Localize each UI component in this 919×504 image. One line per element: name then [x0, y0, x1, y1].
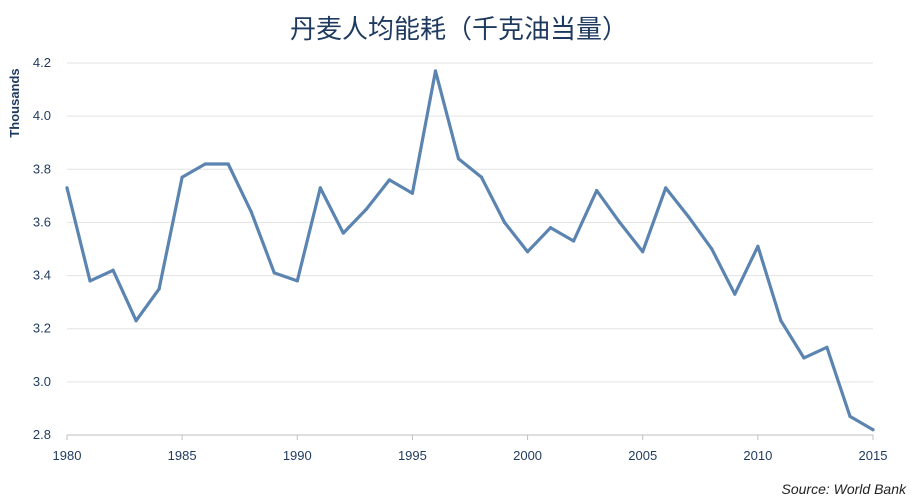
x-tick-label: 1985: [168, 448, 197, 463]
y-tick-label: 3.0: [33, 374, 51, 389]
y-tick-label: 3.2: [33, 321, 51, 336]
data-point: [65, 186, 69, 190]
y-tick-label: 2.8: [33, 427, 51, 442]
data-point: [410, 191, 415, 195]
data-point: [525, 250, 530, 254]
data-point: [871, 428, 875, 432]
data-point: [88, 279, 92, 283]
data-point: [341, 231, 345, 235]
data-point: [479, 175, 484, 179]
data-point: [572, 239, 576, 243]
data-point: [641, 250, 645, 254]
chart-title: 丹麦人均能耗（千克油当量）: [290, 15, 628, 45]
data-point: [318, 186, 322, 190]
data-point: [825, 345, 829, 349]
data-point: [226, 162, 230, 166]
data-point: [249, 210, 253, 214]
x-tick-label: 1990: [283, 448, 312, 463]
data-point: [802, 356, 806, 360]
x-tick-label: 1995: [398, 448, 427, 463]
y-tick-label: 3.4: [33, 268, 51, 283]
x-tick-label: 2010: [743, 448, 772, 463]
y-tick-label: 3.6: [33, 214, 51, 229]
data-point: [756, 244, 760, 248]
data-point: [272, 271, 276, 275]
y-tick-label: 3.8: [33, 161, 51, 176]
x-axis-ticks: 1980 1985 1990 1995 2000 2005 2010 2015: [53, 435, 888, 463]
source-note: Source: World Bank: [782, 481, 907, 497]
data-point: [733, 292, 737, 296]
data-point: [502, 220, 507, 225]
y-axis-ticks: 2.8 3.0 3.2 3.4 3.6 3.8 4.0 4.2: [33, 55, 51, 442]
data-point: [180, 175, 184, 179]
data-point: [779, 319, 783, 323]
y-tick-label: 4.0: [33, 108, 51, 123]
series-group: [65, 69, 875, 432]
data-point: [157, 287, 161, 291]
x-tick-label: 2005: [628, 448, 657, 463]
data-point: [549, 226, 553, 230]
data-point: [295, 279, 299, 283]
data-point: [618, 220, 622, 225]
y-axis-label: Thousands: [7, 68, 22, 137]
gridlines: [67, 62, 873, 383]
data-point: [710, 247, 714, 251]
data-point: [848, 414, 852, 418]
y-tick-label: 4.2: [33, 55, 51, 70]
data-point: [687, 215, 691, 219]
x-tick-label: 1980: [53, 448, 82, 463]
data-point: [433, 69, 438, 73]
data-point: [387, 178, 391, 182]
series-line: [65, 69, 875, 432]
data-point: [664, 186, 668, 190]
x-tick-label: 2015: [859, 448, 888, 463]
data-point: [134, 319, 138, 323]
data-point: [595, 188, 599, 193]
data-point: [364, 207, 368, 211]
x-tick-label: 2000: [513, 448, 542, 463]
data-point: [456, 157, 461, 161]
data-point: [111, 268, 115, 272]
data-point: [203, 162, 207, 166]
